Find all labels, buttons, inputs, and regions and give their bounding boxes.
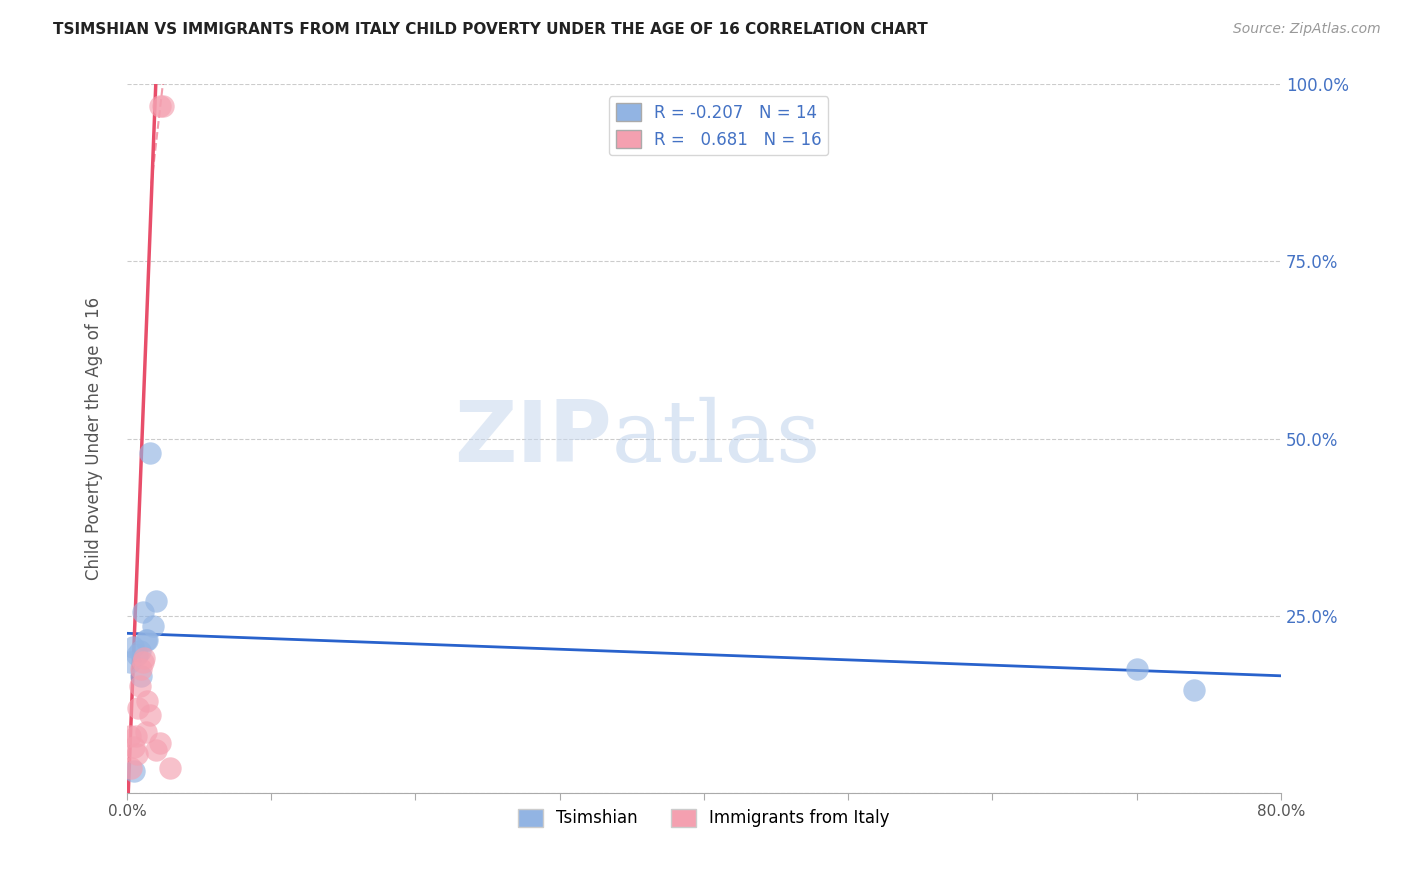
Point [125,648,148,662]
Point [127,700,149,714]
Text: ZIP: ZIP [454,397,612,480]
Text: atlas: atlas [612,397,821,480]
Point [118,655,141,669]
Legend: Tsimshian, Immigrants from Italy: Tsimshian, Immigrants from Italy [512,802,897,834]
Point [149,98,172,112]
Point [122,739,145,754]
Point [139,446,162,460]
Point [152,98,174,112]
Point [1125,662,1147,676]
Point [131,662,153,676]
Point [145,594,167,608]
Point [128,680,150,694]
Point [121,640,143,655]
Point [118,729,141,743]
Point [136,633,159,648]
Point [132,605,155,619]
Point [135,633,157,648]
Point [120,761,142,775]
Text: Source: ZipAtlas.com: Source: ZipAtlas.com [1233,22,1381,37]
Y-axis label: Child Poverty Under the Age of 16: Child Poverty Under the Age of 16 [86,297,103,580]
Point [136,693,159,707]
Point [134,651,156,665]
Point [1184,683,1206,698]
Point [149,736,172,750]
Point [128,644,150,658]
Point [124,729,146,743]
Text: TSIMSHIAN VS IMMIGRANTS FROM ITALY CHILD POVERTY UNDER THE AGE OF 16 CORRELATION: TSIMSHIAN VS IMMIGRANTS FROM ITALY CHILD… [53,22,928,37]
Point [122,764,145,779]
Point [135,725,157,739]
Point [131,669,153,683]
Point [159,761,181,775]
Point [139,707,162,722]
Point [125,747,148,761]
Point [132,655,155,669]
Point [142,619,165,633]
Point [145,743,167,757]
